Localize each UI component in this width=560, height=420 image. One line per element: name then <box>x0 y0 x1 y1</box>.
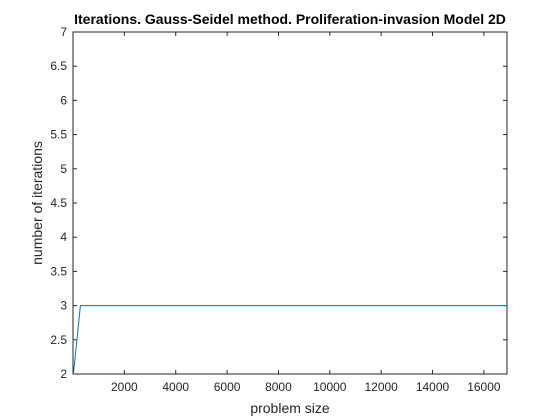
x-axis-label: problem size <box>250 400 330 416</box>
y-tick-label: 5 <box>60 162 67 176</box>
x-tick-label: 6000 <box>214 380 241 394</box>
y-tick-label: 4 <box>60 230 67 244</box>
y-tick-label: 5.5 <box>50 128 67 142</box>
x-tick-label: 14000 <box>416 380 450 394</box>
x-tick-label: 2000 <box>111 380 138 394</box>
chart-title: Iterations. Gauss-Seidel method. Prolife… <box>74 11 506 27</box>
y-axis-label: number of iterations <box>29 141 45 265</box>
series-line <box>72 305 507 375</box>
plot-area <box>72 31 508 375</box>
y-tick-label: 7 <box>60 25 67 39</box>
y-tick-label: 6 <box>60 93 67 107</box>
y-tick-label: 2 <box>60 367 67 381</box>
y-tick-label: 4.5 <box>50 196 67 210</box>
y-tick-label: 2.5 <box>50 333 67 347</box>
x-tick-label: 16000 <box>467 380 501 394</box>
x-tick-label: 10000 <box>313 380 347 394</box>
y-tick-label: 3.5 <box>50 264 67 278</box>
x-tick-label: 4000 <box>162 380 189 394</box>
x-tick-label: 12000 <box>364 380 398 394</box>
x-tick-label: 8000 <box>265 380 292 394</box>
y-tick-label: 6.5 <box>50 59 67 73</box>
y-tick-label: 3 <box>60 299 67 313</box>
